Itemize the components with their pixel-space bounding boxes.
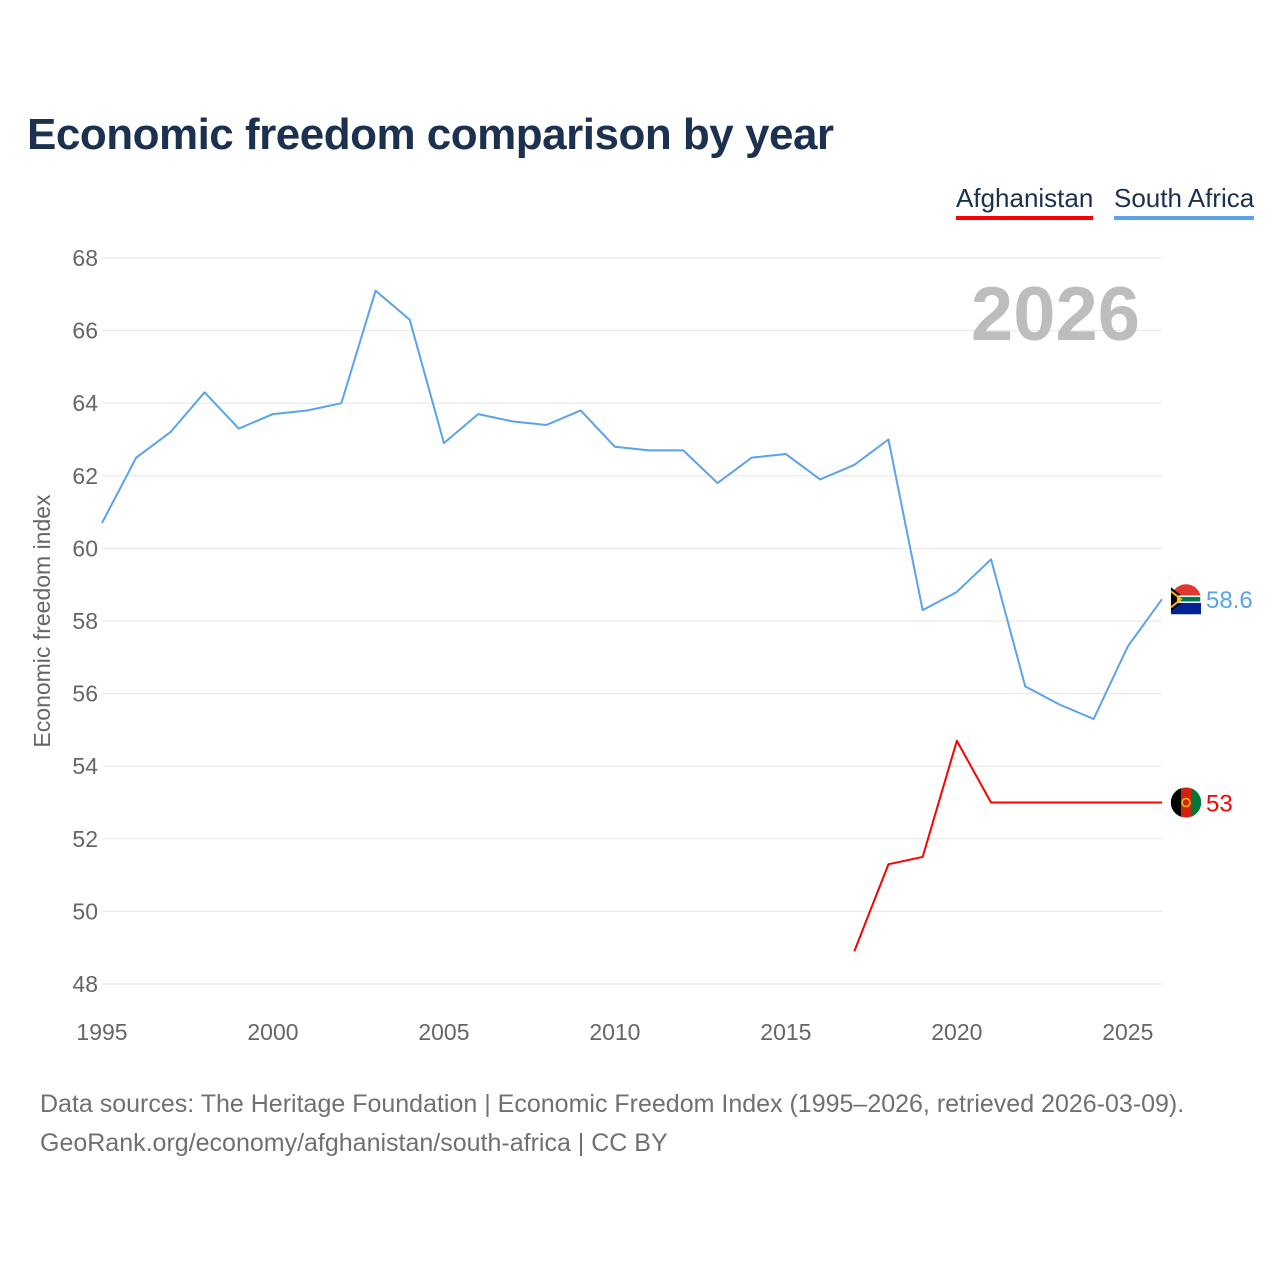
flag-part bbox=[1170, 788, 1181, 817]
y-tick-label: 68 bbox=[72, 245, 98, 271]
flag-part bbox=[1191, 788, 1202, 817]
x-tick-label: 1995 bbox=[76, 1019, 127, 1045]
y-tick-label: 48 bbox=[72, 971, 98, 997]
chart-title: Economic freedom comparison by year bbox=[27, 110, 834, 159]
x-tick-label: 2005 bbox=[418, 1019, 469, 1045]
year-watermark: 2026 bbox=[971, 272, 1140, 357]
y-tick-label: 66 bbox=[72, 318, 98, 344]
x-tick-label: 2010 bbox=[589, 1019, 640, 1045]
y-tick-label: 58 bbox=[72, 608, 98, 634]
end-value-label-south-africa: 58.6 bbox=[1206, 587, 1253, 614]
flag-part bbox=[1177, 595, 1202, 603]
x-tick-label: 2020 bbox=[931, 1019, 982, 1045]
source-link[interactable]: GeoRank.org/economy/afghanistan/south-af… bbox=[40, 1129, 668, 1157]
x-tick-label: 2015 bbox=[760, 1019, 811, 1045]
flag-part bbox=[1181, 797, 1191, 808]
end-value-label-afghanistan: 53 bbox=[1206, 791, 1233, 818]
footer: Data sources: The Heritage Foundation | … bbox=[40, 1085, 1184, 1163]
y-tick-label: 62 bbox=[72, 463, 98, 489]
y-axis-label: Economic freedom index bbox=[29, 494, 55, 748]
data-source-text: Data sources: The Heritage Foundation | … bbox=[40, 1090, 1185, 1118]
x-tick-label: 2000 bbox=[247, 1019, 298, 1045]
y-tick-label: 64 bbox=[72, 390, 98, 416]
y-tick-label: 60 bbox=[72, 535, 98, 561]
legend-afghanistan[interactable]: Afghanistan bbox=[956, 183, 1094, 220]
x-tick-label: 2025 bbox=[1102, 1019, 1153, 1045]
series-line-south-africa bbox=[101, 289, 1163, 721]
y-tick-label: 52 bbox=[72, 826, 98, 852]
y-tick-label: 50 bbox=[72, 898, 98, 924]
series-line-afghanistan bbox=[853, 739, 1162, 952]
y-tick-label: 54 bbox=[72, 753, 98, 779]
legend-south-africa[interactable]: South Africa bbox=[1114, 183, 1255, 220]
flag-part bbox=[1170, 590, 1183, 609]
y-tick-label: 56 bbox=[72, 681, 98, 707]
